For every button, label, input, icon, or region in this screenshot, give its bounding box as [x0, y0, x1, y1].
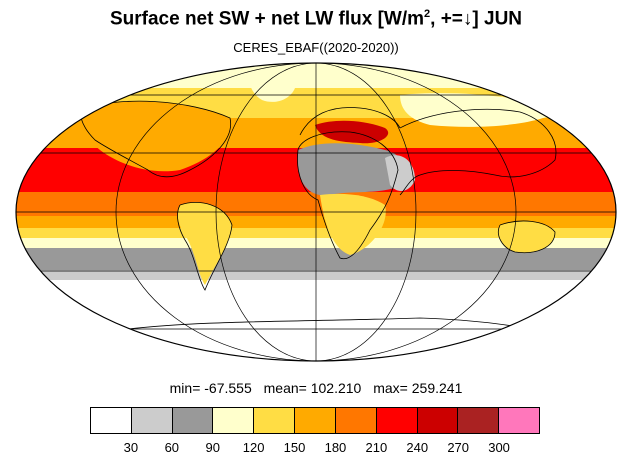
title-main: Surface net SW + net LW flux [W/m: [109, 8, 425, 30]
coast-africa: [297, 131, 399, 260]
region-central-africa: [320, 193, 386, 255]
meridian-line: [115, 63, 517, 361]
stats-line: min= -67.555 mean= 102.210 max= 259.241: [0, 380, 632, 396]
coast-south-america: [177, 201, 233, 291]
stat-max: max= 259.241: [373, 380, 463, 396]
colorbar-cell: [213, 408, 255, 433]
colorbar-tick-label: 300: [488, 440, 510, 455]
stat-mean: mean= 102.210: [263, 380, 362, 396]
colorbar-cell: [335, 408, 377, 433]
region-sahara: [297, 143, 405, 196]
chart-subtitle: CERES_EBAF((2020-2020)): [233, 40, 399, 55]
globe-outline: [15, 62, 617, 362]
colorbar-cell: [295, 408, 336, 433]
colorbar-tick-label: 60: [164, 440, 180, 455]
region-australia: [498, 220, 555, 253]
graticule: [16, 63, 616, 361]
colorbar: [90, 407, 540, 434]
coast-europe: [299, 107, 401, 136]
region-arabia: [385, 155, 415, 192]
colorbar-cell: [91, 408, 132, 433]
coast-australia: [498, 220, 556, 254]
colorbar-cell: [131, 408, 173, 433]
title-rest: , +=↓] JUN: [430, 8, 523, 30]
colorbar-tick-label: 90: [205, 440, 220, 455]
colorbar-tick-label: 270: [447, 440, 470, 455]
colorbar-tick-label: 120: [242, 440, 265, 455]
colorbar-cell: [417, 408, 459, 433]
colorbar-ticks: 30 60 90 120 150 180 210 240 270 300: [90, 440, 540, 456]
colorbar-tick-label: 150: [283, 440, 306, 455]
stat-min: min= -67.555: [169, 380, 252, 396]
colorbar-cell: [254, 408, 296, 433]
colorbar-tick-label: 180: [324, 440, 347, 455]
meridian-line: [215, 63, 417, 361]
coast-asia: [399, 108, 557, 196]
colorbar-cell: [458, 408, 500, 433]
colorbar-cell: [376, 408, 418, 433]
title-superscript: 2: [424, 8, 431, 20]
colorbar-tick-label: 240: [406, 440, 429, 455]
region-south-america: [177, 202, 232, 285]
colorbar-tick-label: 210: [365, 440, 388, 455]
chart-title: Surface net SW + net LW flux [W/m2, +=↓]…: [0, 8, 632, 30]
colorbar-tick-label: 30: [123, 440, 139, 455]
colorbar-cell: [172, 408, 214, 433]
colorbar-cell: [499, 408, 539, 433]
